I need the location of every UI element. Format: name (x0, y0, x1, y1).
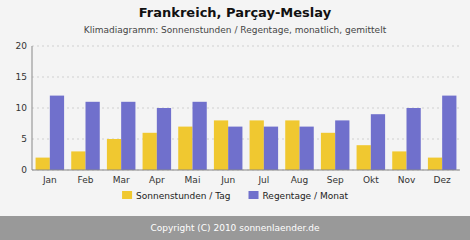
bar (214, 120, 228, 170)
y-tick-label: 10 (16, 103, 28, 113)
bar (321, 133, 335, 170)
bars (36, 96, 457, 170)
bar (357, 145, 371, 170)
x-tick-label: Jun (220, 175, 235, 185)
legend: Sonnenstunden / Tag Regentage / Monat (122, 191, 348, 201)
bar (428, 158, 442, 170)
bar (50, 96, 64, 170)
bar (143, 133, 157, 170)
title: Frankreich, Parçay-Meslay (139, 5, 332, 20)
bar (407, 108, 421, 170)
legend-label: Sonnenstunden / Tag (136, 191, 230, 201)
footer (0, 216, 470, 240)
bar (86, 102, 100, 170)
grid-line (32, 170, 460, 171)
grid-line (32, 46, 460, 47)
x-tick-label: Mai (185, 175, 201, 185)
bar (300, 127, 314, 170)
bar (264, 127, 278, 170)
copyright: Copyright (C) 2010 sonnenlaender.de (150, 223, 320, 233)
bar (121, 102, 135, 170)
x-tick-label: Dez (434, 175, 451, 185)
y-tick-label: 20 (16, 41, 28, 51)
x-tick-label: Aug (291, 175, 309, 185)
y-tick-label: 5 (21, 134, 27, 144)
bar (228, 127, 242, 170)
legend-swatch (122, 191, 132, 199)
bar (71, 151, 85, 170)
bar (193, 102, 207, 170)
x-tick-label: Feb (78, 175, 94, 185)
x-tick-label: Okt (363, 175, 379, 185)
y-axis (32, 46, 33, 170)
bar (178, 127, 192, 170)
y-tick-label: 15 (16, 72, 27, 82)
bar (442, 96, 456, 170)
x-tick-label: Jul (257, 175, 269, 185)
x-tick-label: Sep (327, 175, 344, 185)
grid-line (32, 77, 460, 78)
bar (392, 151, 406, 170)
x-tick-label: Mar (113, 175, 130, 185)
subtitle: Klimadiagramm: Sonnenstunden / Regentage… (84, 25, 387, 35)
x-tick-label: Nov (398, 175, 416, 185)
x-tick-label: Apr (149, 175, 165, 185)
bar (285, 120, 299, 170)
chart: Frankreich, Parçay-Meslay Klimadiagramm: … (0, 0, 470, 240)
legend-swatch (249, 191, 259, 199)
x-axis (32, 170, 460, 171)
bar (250, 120, 264, 170)
bar (335, 120, 349, 170)
bar (371, 114, 385, 170)
legend-label: Regentage / Monat (263, 191, 349, 201)
bar (36, 158, 50, 170)
x-tick-label: Jan (42, 175, 57, 185)
bar (107, 139, 121, 170)
bar (157, 108, 171, 170)
y-tick-label: 0 (21, 165, 27, 175)
